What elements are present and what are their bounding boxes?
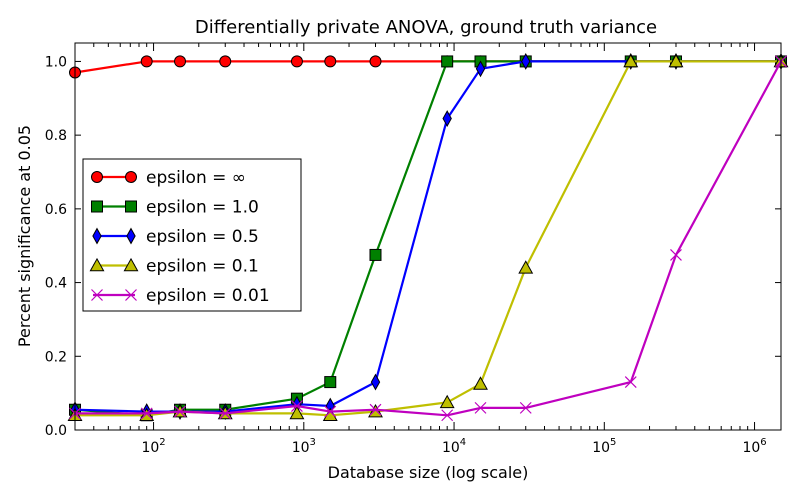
x-tick-exponent: 3	[310, 437, 316, 448]
data-point	[519, 401, 532, 414]
legend-marker	[125, 200, 137, 213]
x-tick-label: 102	[141, 437, 165, 456]
legend-item: epsilon = ∞	[91, 168, 246, 188]
chart-title: Differentially private ANOVA, ground tru…	[195, 17, 657, 38]
data-point	[474, 401, 487, 414]
y-tick-label: 0.6	[45, 202, 67, 218]
x-axis-label: Database size (log scale)	[328, 463, 529, 482]
y-tick-label: 0.4	[45, 276, 67, 292]
data-point	[370, 373, 381, 391]
x-tick-label: 105	[592, 437, 616, 456]
y-tick-label: 0.8	[45, 128, 67, 144]
legend-marker	[91, 289, 103, 301]
legend-marker	[92, 227, 102, 245]
data-point	[324, 405, 337, 418]
legend-marker	[91, 200, 103, 213]
data-point	[324, 55, 337, 68]
legend-label: epsilon = 0.1	[146, 257, 259, 277]
data-point	[441, 409, 454, 422]
y-axis-label: Percent significance at 0.05	[15, 125, 34, 347]
data-point	[623, 53, 639, 68]
data-point	[475, 60, 486, 78]
x-tick-label: 104	[442, 437, 466, 456]
legend-item: epsilon = 0.5	[92, 227, 259, 247]
legend-marker	[89, 257, 105, 272]
data-point	[219, 407, 232, 420]
data-point	[518, 260, 534, 274]
data-point	[442, 110, 452, 128]
x-tick-base: 10	[742, 440, 760, 456]
legend-marker	[125, 289, 137, 301]
x-tick-label: 106	[742, 437, 766, 456]
legend-item: epsilon = 1.0	[91, 198, 259, 218]
data-point	[219, 55, 232, 68]
plot-area-frame	[74, 42, 782, 431]
data-point	[289, 405, 305, 420]
legend-item: epsilon = 0.01	[91, 286, 270, 306]
x-tick-base: 10	[592, 440, 610, 456]
legend-marker	[126, 227, 136, 245]
data-point	[290, 55, 303, 68]
data-point	[369, 403, 382, 416]
legend-label: epsilon = 0.01	[146, 286, 270, 306]
x-tick-exponent: 5	[610, 437, 616, 448]
y-tick-label: 0.2	[45, 349, 67, 365]
data-point	[174, 405, 186, 418]
y-tick-label: 1.0	[45, 54, 67, 70]
data-point	[668, 53, 684, 68]
data-point	[670, 249, 682, 261]
plot-series	[67, 52, 789, 422]
data-point	[324, 376, 337, 389]
y-tick-label: 0.0	[45, 423, 67, 439]
legend-label: epsilon = ∞	[146, 168, 246, 188]
legend-marker	[91, 171, 103, 183]
x-tick-exponent: 4	[460, 437, 466, 448]
legend-marker	[125, 171, 137, 183]
x-tick-base: 10	[292, 440, 310, 456]
data-point	[473, 376, 488, 390]
legend-label: epsilon = 1.0	[146, 198, 259, 218]
x-tick-base: 10	[141, 440, 159, 456]
legend-item: epsilon = 0.1	[89, 257, 259, 277]
data-point	[291, 400, 303, 412]
data-point	[140, 407, 153, 420]
data-point	[174, 55, 187, 68]
x-tick-base: 10	[442, 440, 460, 456]
data-point	[439, 394, 455, 409]
data-point	[140, 55, 153, 68]
data-point	[624, 376, 637, 389]
legend-marker	[123, 257, 139, 272]
data-point	[369, 55, 382, 68]
legend: epsilon = ∞ epsilon = 1.0 epsilon = 0.5 eps…	[82, 158, 302, 312]
data-point	[139, 407, 155, 422]
legend-label: epsilon = 0.5	[146, 227, 259, 247]
x-tick-exponent: 2	[159, 437, 165, 448]
x-tick-exponent: 6	[760, 437, 766, 448]
data-point	[441, 55, 454, 68]
data-point	[521, 52, 531, 70]
x-tick-label: 103	[292, 437, 316, 456]
data-point	[369, 248, 382, 261]
